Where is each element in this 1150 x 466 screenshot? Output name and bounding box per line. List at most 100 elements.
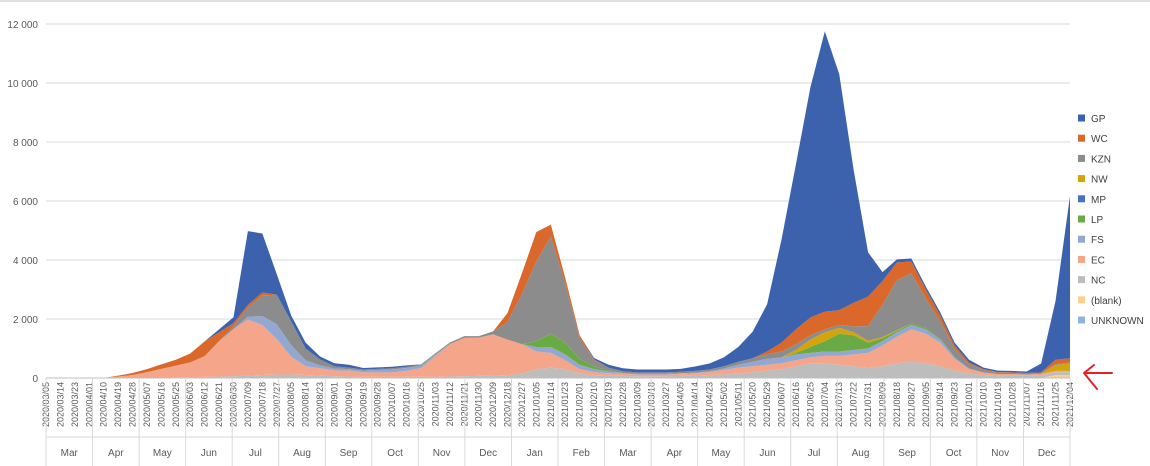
legend-label: NW: [1091, 175, 1108, 186]
month-label: Dec: [479, 448, 497, 459]
x-tick-label: 2020/07/27: [272, 382, 282, 427]
x-tick-label: 2020/11/12: [445, 382, 455, 426]
legend-swatch: [1078, 276, 1085, 284]
month-label: Aug: [293, 448, 311, 459]
month-label: Jan: [527, 448, 543, 459]
x-tick-label: 2020/09/19: [358, 382, 368, 427]
annotation: [1083, 364, 1113, 390]
x-tick-label: 2021/05/02: [719, 382, 729, 427]
legend-swatch: [1078, 296, 1085, 304]
x-tick-label: 2021/06/07: [777, 382, 787, 427]
month-label: Oct: [946, 448, 962, 459]
x-tick-label: 2021/04/14: [690, 382, 700, 427]
month-label: Feb: [573, 448, 591, 459]
x-tick-label: 2020/10/07: [387, 382, 397, 427]
x-tick-label: 2021/02/28: [618, 382, 628, 427]
x-tick-label: 2020/05/07: [142, 382, 152, 427]
series-area-ec: [46, 319, 1070, 378]
x-tick-label: 2021/02/01: [575, 382, 585, 427]
x-tick-label: 2021/05/11: [733, 382, 743, 426]
x-tick-label: 2021/11/07: [1022, 382, 1032, 426]
x-tick-label: 2021/06/16: [791, 382, 801, 427]
x-tick-label: 2020/08/05: [286, 382, 296, 427]
y-tick-label: 0: [32, 374, 38, 385]
x-tick-label: 2021/11/25: [1051, 382, 1061, 426]
month-label: Mar: [619, 448, 637, 459]
x-tick-label: 2020/04/19: [113, 382, 123, 427]
x-tick-label: 2020/07/09: [243, 382, 253, 427]
x-tick-label: 2021/10/28: [1007, 382, 1017, 427]
x-tick-label: 2020/09/01: [329, 382, 339, 427]
series-area-nc: [46, 361, 1070, 378]
x-tick-label: 2021/05/20: [748, 382, 758, 427]
x-tick-label: 2021/10/10: [978, 382, 988, 427]
series-area-lp: [46, 316, 1070, 378]
x-tick-label: 2021/08/09: [878, 382, 888, 427]
legend-label: KZN: [1091, 154, 1111, 165]
y-tick-label: 8 000: [13, 138, 38, 149]
legend-swatch: [1078, 114, 1085, 122]
x-tick-label: 2021/03/27: [661, 382, 671, 427]
axes: 0 2 000 4 000 6 000 8 000 10 000 12 000 2020/03…: [7, 20, 1075, 466]
series-area-kzn: [46, 236, 1070, 378]
x-tick-label: 2021/09/23: [950, 382, 960, 427]
x-tick-label: 2020/12/18: [503, 382, 513, 427]
x-tick-label: 2021/05/29: [762, 382, 772, 427]
x-tick-label: 2020/04/10: [99, 382, 109, 427]
month-label: Oct: [387, 448, 403, 459]
x-tick-label: 2020/10/25: [416, 382, 426, 427]
x-tick-label: 2021/04/23: [704, 382, 714, 427]
month-label: May: [153, 448, 172, 459]
x-tick-label: 2020/05/25: [171, 382, 181, 427]
series-area-gp: [46, 31, 1070, 378]
x-tick-label: 2021/07/04: [820, 382, 830, 427]
legend: GP WC KZN NW MP LP FS EC NC (blank) UNKNOWN: [1078, 114, 1144, 327]
x-tick-label: 2020/11/30: [474, 382, 484, 426]
x-tick-label: 2021/08/18: [892, 382, 902, 427]
x-tick-label: 2020/08/14: [301, 382, 311, 427]
legend-swatch: [1078, 215, 1085, 223]
x-tick-label: 2020/11/21: [459, 382, 469, 426]
x-tick-label: 2021/09/14: [935, 382, 945, 427]
x-tick-label: 2021/06/25: [805, 382, 815, 427]
month-label: May: [711, 448, 730, 459]
month-label: Jul: [249, 448, 262, 459]
x-tick-label: 2020/04/01: [84, 382, 94, 427]
x-tick-label: 2021/01/14: [546, 382, 556, 427]
legend-swatch: [1078, 316, 1085, 324]
legend-label: WC: [1091, 134, 1108, 145]
y-tick-label: 4 000: [13, 256, 38, 267]
y-tick-label: 6 000: [13, 197, 38, 208]
series-area-wc: [46, 224, 1070, 378]
month-label: Dec: [1038, 448, 1056, 459]
legend-label: EC: [1091, 255, 1105, 266]
x-tick-label: 2020/05/16: [156, 382, 166, 427]
x-tick-label: 2020/03/14: [55, 382, 65, 427]
x-tick-label: 2021/09/05: [921, 382, 931, 427]
x-tick-label: 2020/12/27: [517, 382, 527, 427]
x-tick-label: 2020/06/03: [185, 382, 195, 427]
legend-swatch: [1078, 195, 1085, 203]
month-label: Apr: [667, 448, 683, 459]
x-tick-label: 2020/06/21: [214, 382, 224, 427]
legend-label: MP: [1091, 195, 1106, 206]
month-label: Apr: [108, 448, 124, 459]
x-tick-label: 2021/02/19: [603, 382, 613, 427]
x-tick-label: 2020/04/28: [128, 382, 138, 427]
plot-area: [46, 31, 1070, 378]
x-tick-label: 2020/06/12: [200, 382, 210, 427]
x-tick-label: 2021/10/19: [993, 382, 1003, 427]
x-tick-label: 2021/01/23: [560, 382, 570, 427]
month-label: Jun: [759, 448, 775, 459]
x-tick-label: 2021/07/13: [834, 382, 844, 427]
legend-swatch: [1078, 175, 1085, 183]
legend-swatch: [1078, 255, 1085, 263]
x-tick-label: 2020/09/10: [344, 382, 354, 427]
month-label: Mar: [61, 448, 79, 459]
y-tick-label: 12 000: [7, 20, 38, 31]
legend-swatch: [1078, 134, 1085, 142]
series-area-fs: [46, 316, 1070, 378]
annotation-arrow: [1083, 364, 1113, 390]
x-tick-label: 2021/02/10: [589, 382, 599, 427]
